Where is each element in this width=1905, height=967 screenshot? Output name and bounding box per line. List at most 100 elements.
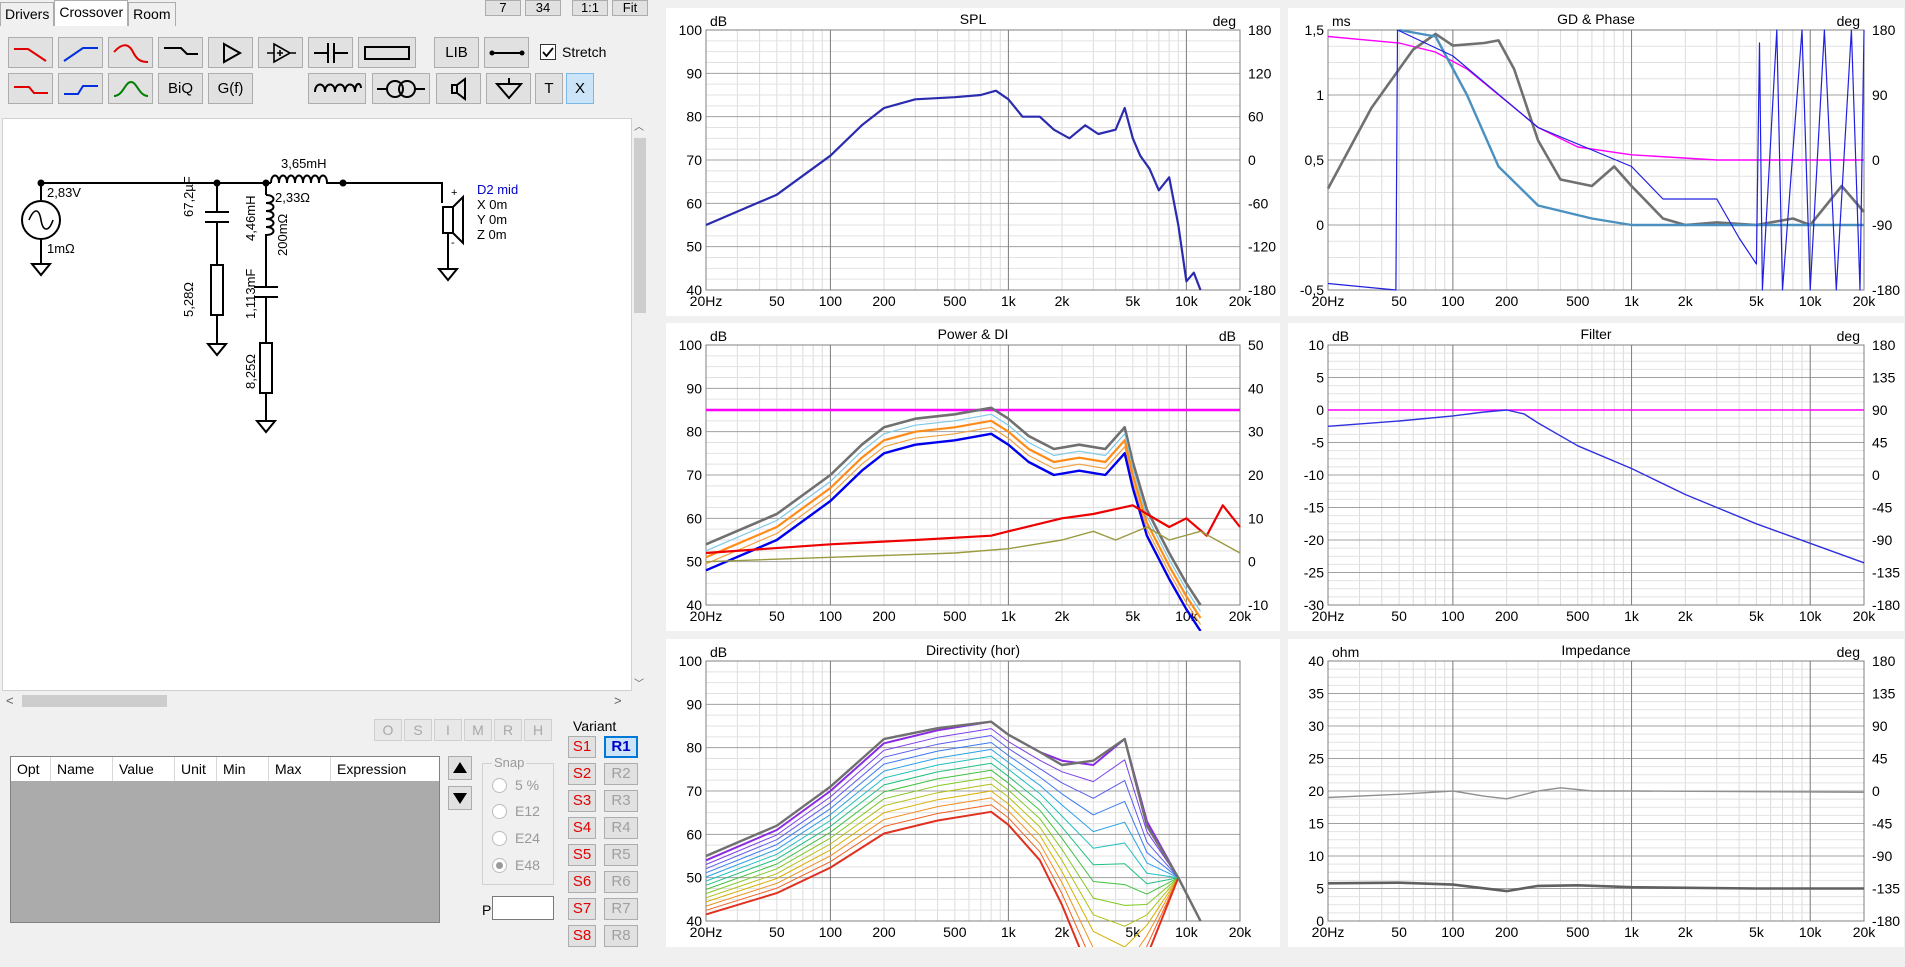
directivity-onaxis-curve [705, 720, 1202, 922]
lowpass-red-button[interactable] [8, 37, 53, 68]
directivity-curve-4 [705, 748, 1201, 922]
filter-xtick: 20Hz [1312, 608, 1345, 624]
wire-button[interactable] [484, 37, 529, 68]
snap-e48-radio[interactable]: E48 [492, 857, 540, 873]
part-number-input[interactable] [492, 896, 554, 920]
opt-i-button[interactable]: I [434, 719, 462, 741]
driver-name-label[interactable]: D2 mid [477, 182, 519, 197]
variant-r8-button[interactable]: R8 [604, 925, 638, 947]
delete-tool-button[interactable]: X [566, 73, 594, 104]
opt-r-button[interactable]: R [494, 719, 522, 741]
impedance-ytick: 40 [1308, 653, 1324, 669]
bandpass-green-button[interactable] [108, 73, 153, 104]
horizontal-scrollbar[interactable]: < > [2, 693, 632, 709]
shelf-button[interactable] [158, 37, 203, 68]
filter-graph[interactable]: Filter dB deg 10 5 0 -5 -10 -15 -20 -25 -30 180 135 90… [1288, 323, 1904, 631]
spl-y2tick: -60 [1248, 195, 1268, 211]
parameter-table[interactable]: Opt Name Value Unit Min Max Expression [10, 756, 440, 923]
variant-s4-button[interactable]: S4 [568, 817, 596, 839]
variant-s3-button[interactable]: S3 [568, 790, 596, 812]
power-di-graph[interactable]: Power & DI dB dB 100 90 80 70 60 50 40 50 40 30 20 10 0… [666, 323, 1280, 631]
variant-s8-button[interactable]: S8 [568, 925, 596, 947]
col-max[interactable]: Max [269, 757, 331, 781]
variant-s2-button[interactable]: S2 [568, 763, 596, 785]
variant-r1-button[interactable]: R1 [604, 736, 638, 758]
variant-s1-button[interactable]: S1 [568, 736, 596, 758]
power-y2tick: 30 [1248, 424, 1264, 440]
spl-y2tick: 0 [1248, 152, 1256, 168]
variant-r6-button[interactable]: R6 [604, 871, 638, 893]
ground-button[interactable] [486, 73, 531, 104]
variant-r5-button[interactable]: R5 [604, 844, 638, 866]
scroll-left-icon[interactable]: < [6, 693, 14, 708]
opt-s-button[interactable]: S [404, 719, 432, 741]
capacitor-button[interactable] [308, 37, 353, 68]
horizontal-scroll-thumb[interactable] [22, 695, 167, 707]
variant-s6-button[interactable]: S6 [568, 871, 596, 893]
c2-value-label: 1,113mF [243, 268, 258, 319]
filter-magnitude-curve [1327, 409, 1865, 564]
snap-e24-radio[interactable]: E24 [492, 830, 540, 846]
move-up-button[interactable] [448, 756, 472, 780]
col-name[interactable]: Name [51, 757, 113, 781]
vertical-scrollbar[interactable]: ︿ ﹀ [632, 118, 648, 691]
scroll-down-icon[interactable]: ﹀ [634, 679, 644, 690]
transfer-function-button[interactable]: G(f) [208, 73, 253, 104]
filter-y2tick: -180 [1872, 597, 1900, 613]
buffer-icon [266, 42, 296, 63]
variant-r4-button[interactable]: R4 [604, 817, 638, 839]
transformer-button[interactable] [372, 73, 430, 104]
variant-r2-button[interactable]: R2 [604, 763, 638, 785]
col-value[interactable]: Value [113, 757, 175, 781]
variant-s7-button[interactable]: S7 [568, 898, 596, 920]
inductor-button[interactable] [308, 73, 366, 104]
variant-r7-button[interactable]: R7 [604, 898, 638, 920]
highpass-blue-button[interactable] [58, 37, 103, 68]
snap-5pct-radio[interactable]: 5 % [492, 777, 539, 793]
schematic-canvas[interactable]: 2,83V 1mΩ 3,65mH 2,33Ω 67,2µF 5,28Ω 4,46… [2, 118, 632, 691]
lowpass-red-2-button[interactable] [8, 73, 53, 104]
col-unit[interactable]: Unit [175, 757, 217, 781]
speaker-icon [450, 76, 466, 101]
scroll-up-icon[interactable]: ︿ [634, 122, 644, 133]
scroll-right-icon[interactable]: > [614, 693, 622, 708]
lowpass-curve-button[interactable] [108, 37, 153, 68]
vertical-scroll-thumb[interactable] [634, 138, 646, 313]
highpass-icon [62, 46, 98, 62]
filter-ytick: -5 [1312, 435, 1325, 451]
impedance-xtick: 200 [1495, 924, 1519, 940]
grid-34-button[interactable]: 34 [525, 0, 561, 16]
variant-s5-button[interactable]: S5 [568, 844, 596, 866]
text-tool-button[interactable]: T [535, 73, 563, 104]
spl-graph[interactable]: SPL dB deg 100 90 80 70 60 50 40 180 120 60 0 -60 -120 -… [666, 8, 1280, 316]
col-min[interactable]: Min [217, 757, 269, 781]
stretch-checkbox[interactable] [540, 44, 556, 60]
impedance-graph[interactable]: Impedance ohm deg 40 35 30 25 20 15 10 5 0 180 135 90 4… [1288, 639, 1904, 947]
zoom-fit-button[interactable]: Fit [612, 0, 648, 16]
opt-o-button[interactable]: O [374, 719, 402, 741]
library-button[interactable]: LIB [434, 37, 479, 68]
grid-7-button[interactable]: 7 [485, 0, 521, 16]
zoom-1to1-button[interactable]: 1:1 [572, 0, 608, 16]
speaker-button[interactable] [436, 73, 481, 104]
resistor-button[interactable] [358, 37, 416, 68]
tab-drivers[interactable]: Drivers [0, 2, 55, 26]
amplifier-button[interactable] [208, 37, 253, 68]
biquad-button[interactable]: BiQ [158, 73, 203, 104]
impedance-xtick: 1k [1624, 924, 1640, 940]
variant-r3-button[interactable]: R3 [604, 790, 638, 812]
move-down-button[interactable] [448, 786, 472, 810]
opt-m-button[interactable]: M [464, 719, 492, 741]
col-opt[interactable]: Opt [11, 757, 51, 781]
opt-h-button[interactable]: H [524, 719, 552, 741]
buffer-button[interactable] [258, 37, 303, 68]
highpass-blue-2-button[interactable] [58, 73, 103, 104]
gd-phase-graph[interactable]: GD & Phase ms deg 1,5 1 0,5 0 -0,5 180 90 0 -90 -180… [1288, 8, 1904, 316]
directivity-graph[interactable]: Directivity (hor) dB 100 90 80 70 60 50 40 20Hz 50… [666, 639, 1280, 947]
tab-crossover[interactable]: Crossover [54, 0, 129, 26]
tab-room[interactable]: Room [128, 2, 176, 26]
snap-e12-radio[interactable]: E12 [492, 803, 540, 819]
col-expression[interactable]: Expression [337, 761, 407, 777]
power-lightblue-curve [705, 413, 1202, 612]
